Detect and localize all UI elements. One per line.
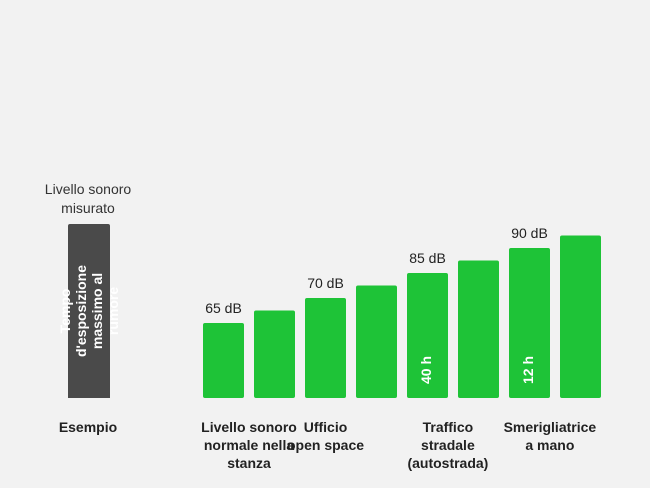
bar-value-label-4: 85 dB [409, 250, 446, 266]
bar-1 [254, 310, 295, 398]
bar-inner-label-6: 12 h [520, 356, 536, 384]
bar-6 [509, 248, 550, 398]
bar-inner-label-4: 40 h [418, 356, 434, 384]
category-label-2: Traffico stradale (autostrada) [407, 419, 489, 471]
category-label-3: Smerigliatrice a mano [503, 419, 597, 453]
bar-4 [407, 273, 448, 398]
bar-value-label-0: 65 dB [205, 300, 242, 316]
category-label-1: Ufficio open space [286, 419, 365, 453]
bar-7 [560, 235, 601, 398]
bar-5 [458, 260, 499, 398]
bar-2 [305, 298, 346, 398]
category-label-0: Livello sonoro normale nella stanza [201, 419, 297, 471]
bar-value-label-2: 70 dB [307, 275, 344, 291]
legend-title: Livello sonoro misurato [44, 181, 132, 216]
bar-0 [203, 323, 244, 398]
bar-3 [356, 285, 397, 398]
bar-value-label-6: 90 dB [511, 225, 548, 241]
legend-bar: Tempo d'esposizione massimo al rumore [57, 224, 121, 398]
legend-example-label: Esempio [58, 419, 118, 435]
